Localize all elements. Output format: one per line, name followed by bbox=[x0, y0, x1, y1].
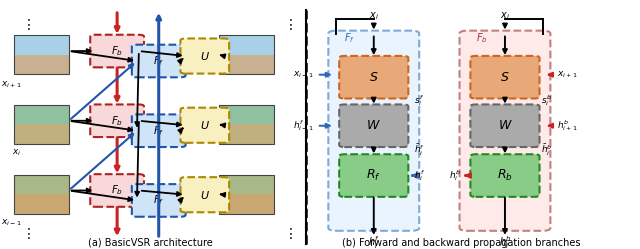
FancyBboxPatch shape bbox=[460, 31, 550, 231]
Bar bbox=[219, 105, 274, 124]
FancyBboxPatch shape bbox=[180, 108, 229, 143]
Text: $x_{i-1}$: $x_{i-1}$ bbox=[293, 69, 314, 80]
Text: $F_f$: $F_f$ bbox=[153, 124, 164, 138]
Text: $x_{i+1}$: $x_{i+1}$ bbox=[1, 79, 21, 90]
FancyBboxPatch shape bbox=[132, 45, 186, 77]
Text: $W$: $W$ bbox=[366, 119, 381, 132]
Text: $F_b$: $F_b$ bbox=[111, 44, 124, 58]
Bar bbox=[14, 194, 69, 213]
Bar bbox=[219, 124, 274, 144]
Bar bbox=[219, 194, 274, 213]
FancyBboxPatch shape bbox=[132, 184, 186, 217]
FancyBboxPatch shape bbox=[90, 35, 144, 67]
FancyBboxPatch shape bbox=[470, 56, 540, 99]
Text: $h^f_{i-1}$: $h^f_{i-1}$ bbox=[293, 118, 314, 133]
Text: $\bar{h}^b_i$: $\bar{h}^b_i$ bbox=[541, 143, 552, 158]
Text: $S$: $S$ bbox=[500, 71, 509, 84]
Bar bbox=[219, 35, 274, 74]
FancyBboxPatch shape bbox=[470, 105, 540, 147]
Text: $h^f_i$: $h^f_i$ bbox=[414, 168, 426, 183]
Bar bbox=[14, 175, 69, 213]
Bar bbox=[14, 124, 69, 144]
Text: $F_f$: $F_f$ bbox=[344, 32, 355, 46]
Bar bbox=[14, 35, 69, 74]
Text: $h^b_i$: $h^b_i$ bbox=[449, 168, 461, 183]
Text: $F_b$: $F_b$ bbox=[111, 114, 124, 128]
FancyBboxPatch shape bbox=[470, 154, 540, 197]
Bar bbox=[219, 35, 274, 55]
Text: $s^b_i$: $s^b_i$ bbox=[541, 93, 552, 108]
FancyBboxPatch shape bbox=[339, 154, 408, 197]
Bar bbox=[14, 105, 69, 144]
Text: $x_i$: $x_i$ bbox=[12, 148, 21, 158]
Text: $h^b_i$: $h^b_i$ bbox=[499, 234, 511, 249]
Text: $s^f_i$: $s^f_i$ bbox=[414, 93, 424, 108]
Text: $S$: $S$ bbox=[369, 71, 378, 84]
Text: $F_b$: $F_b$ bbox=[476, 32, 487, 46]
Text: $R_f$: $R_f$ bbox=[366, 168, 381, 183]
Text: $h^b_{i+1}$: $h^b_{i+1}$ bbox=[557, 118, 577, 133]
FancyBboxPatch shape bbox=[90, 105, 144, 137]
Text: ⋮: ⋮ bbox=[22, 18, 36, 32]
Text: $U$: $U$ bbox=[200, 119, 210, 131]
FancyBboxPatch shape bbox=[180, 177, 229, 212]
Text: ⋮: ⋮ bbox=[284, 227, 298, 241]
Text: $F_f$: $F_f$ bbox=[153, 193, 164, 207]
Text: $F_b$: $F_b$ bbox=[111, 184, 124, 197]
Bar bbox=[219, 175, 274, 194]
FancyBboxPatch shape bbox=[339, 56, 408, 99]
Bar bbox=[14, 35, 69, 55]
FancyBboxPatch shape bbox=[328, 31, 419, 231]
Bar bbox=[219, 55, 274, 74]
Text: $W$: $W$ bbox=[497, 119, 513, 132]
Text: $h^f_i$: $h^f_i$ bbox=[367, 234, 380, 249]
Bar bbox=[14, 175, 69, 194]
Text: $x_i$: $x_i$ bbox=[369, 10, 379, 22]
FancyBboxPatch shape bbox=[339, 105, 408, 147]
FancyBboxPatch shape bbox=[180, 38, 229, 74]
Text: $U$: $U$ bbox=[200, 50, 210, 62]
Bar bbox=[14, 55, 69, 74]
Bar bbox=[219, 105, 274, 144]
Text: (a) BasicVSR architecture: (a) BasicVSR architecture bbox=[88, 238, 212, 248]
FancyBboxPatch shape bbox=[132, 115, 186, 147]
Text: $\bar{h}^f_i$: $\bar{h}^f_i$ bbox=[414, 143, 425, 158]
Text: $x_{i+1}$: $x_{i+1}$ bbox=[557, 69, 577, 80]
Text: $x_i$: $x_i$ bbox=[500, 10, 510, 22]
Bar bbox=[219, 175, 274, 213]
Text: (b) Forward and backward propagation branches: (b) Forward and backward propagation bra… bbox=[342, 238, 580, 248]
Text: $U$: $U$ bbox=[200, 189, 210, 201]
Text: $x_{i-1}$: $x_{i-1}$ bbox=[1, 218, 21, 228]
Bar bbox=[14, 105, 69, 124]
Text: $F_f$: $F_f$ bbox=[153, 54, 164, 68]
FancyBboxPatch shape bbox=[90, 174, 144, 207]
Text: ⋮: ⋮ bbox=[22, 227, 36, 241]
Text: $R_b$: $R_b$ bbox=[497, 168, 513, 183]
Text: ⋮: ⋮ bbox=[284, 18, 298, 32]
